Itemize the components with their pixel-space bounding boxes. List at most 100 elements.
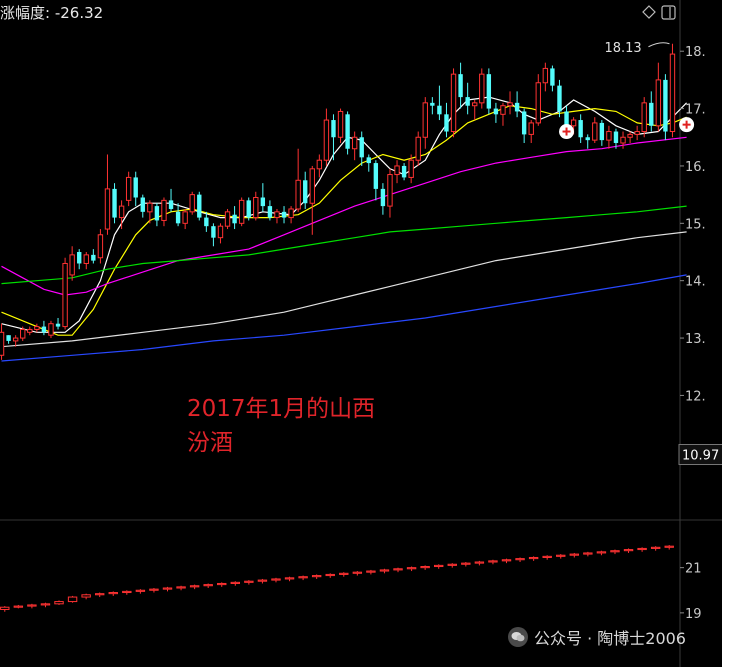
indicator-candle [40,603,51,606]
y-tick-label: 12. [685,389,706,404]
price-candle [606,131,612,141]
main-price-panel [0,43,688,362]
price-candle [444,114,449,132]
price-candle [125,176,132,201]
ma-line-ma10 [1,105,687,336]
plus-circle-icon [679,117,695,133]
indicator-candle [623,549,634,552]
price-candle [437,105,442,115]
price-candle [655,79,662,127]
watermark: 公众号 · 陶博士2006 [504,624,690,650]
price-candle [528,122,534,135]
plus-circle-icon [559,124,575,140]
indicator-candle [135,589,146,592]
main-candles [0,43,676,360]
indicator-candle [515,558,525,561]
indicator-candle [203,584,213,587]
indicator-candle [610,550,620,553]
indicator-candle [298,576,308,579]
indicator-candle [339,572,349,575]
indicator-candle [244,580,254,583]
price-candle [133,177,138,198]
price-candle [345,114,350,149]
price-candle [550,68,555,86]
price-candle [465,97,470,106]
ma-line-ma120 [1,231,687,348]
y-tick-label: 14. [685,275,706,290]
indicator-candle [488,560,498,563]
indicator-candle [637,547,647,551]
indicator-candle [393,568,403,571]
price-candle [500,105,506,115]
price-candle [493,108,499,115]
price-candle [458,74,463,98]
price-candle [112,188,117,218]
price-candle [118,205,125,219]
price-candle [366,157,371,164]
indicator-candle [650,546,661,549]
price-candle [507,102,513,107]
indicator-candle [366,570,376,573]
indicator-candle [67,596,78,603]
indicator-candle [542,555,552,558]
price-candle [627,133,633,138]
price-candle [295,179,301,210]
price-candle [599,122,605,141]
indicator-candle [379,569,390,572]
indicator-candle [447,563,457,566]
price-candle [97,234,104,259]
price-candle [6,335,11,341]
price-candle [649,102,654,126]
price-candle [147,202,153,213]
indicator-candle [420,566,430,569]
price-candle [154,206,160,221]
indicator-candle [13,605,24,608]
indicator-candle [596,551,607,554]
price-candle [422,102,428,138]
price-candle [401,165,407,178]
price-candle [27,328,33,333]
annotation-line-2: 汾酒 [187,430,233,456]
high-price-label: 18.13 [604,41,641,56]
indicator-candle [352,571,363,574]
price-candle [570,119,577,127]
price-candle [337,110,344,138]
ma-line-ma60 [1,205,687,285]
price-candle [62,262,68,328]
price-candle [359,137,364,158]
price-candle [620,136,626,144]
y-tick-label: 13. [685,332,706,347]
y-tick-label: 17. [685,103,706,118]
indicator-candle [284,577,295,580]
indicator-candle [461,562,471,565]
price-candle [316,159,323,170]
price-candle [204,217,209,227]
indicator-candle [149,588,159,591]
indicator-candle [0,606,10,610]
indicator-candle [108,592,118,595]
price-candle [430,102,435,106]
price-candle [373,163,379,189]
price-candle [20,328,26,339]
indicator-candle [54,601,64,605]
price-candle [253,197,259,219]
price-candle [246,200,251,218]
price-candle [542,67,549,84]
price-candle [189,194,195,213]
indicator-candle [501,559,512,562]
price-candle [415,136,421,161]
indicator-candle [230,581,241,584]
price-candle [260,197,266,207]
price-candle [613,131,619,143]
high-price-arrow [648,42,670,48]
price-candle [238,199,245,224]
price-candle [408,159,414,178]
indicator-candle [257,579,268,582]
current-price-box [678,444,722,466]
price-candle [331,120,336,138]
watermark-text: 公众号 · 陶博士2006 [534,629,686,648]
ma-line-ma5 [1,96,688,333]
indicator-candle [433,564,444,568]
